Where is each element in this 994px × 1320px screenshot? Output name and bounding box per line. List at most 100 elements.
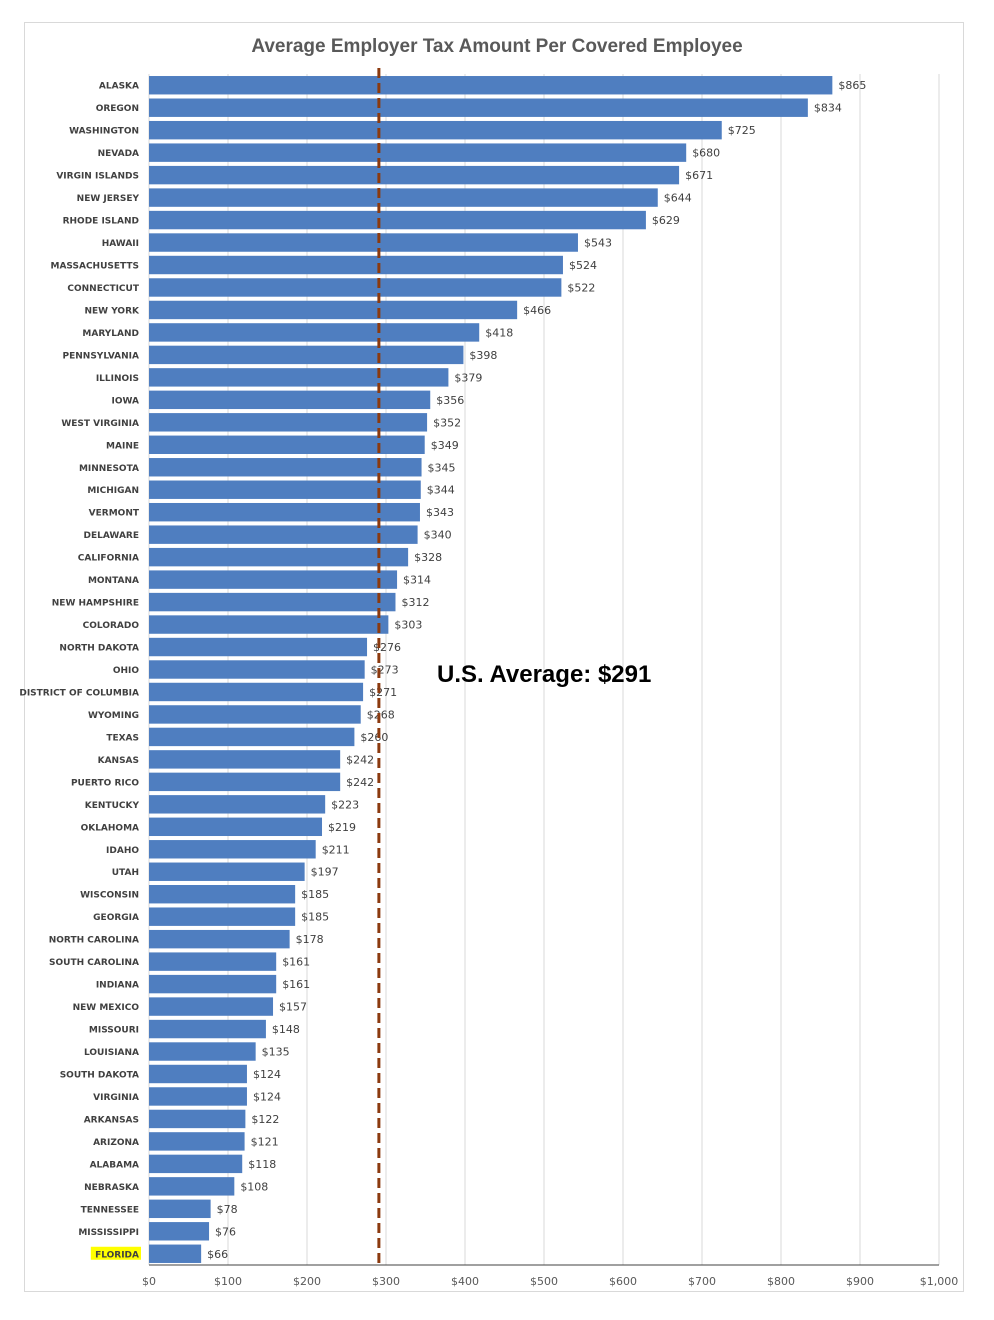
category-label: KANSAS	[98, 756, 139, 766]
data-label: $344	[427, 484, 455, 497]
bar	[149, 165, 680, 185]
bar	[149, 907, 296, 926]
category-label: CONNECTICUT	[67, 284, 139, 294]
x-tick-label: $500	[530, 1275, 558, 1288]
bar	[149, 637, 368, 657]
category-label: MARYLAND	[82, 329, 139, 339]
bar	[149, 952, 277, 971]
category-label: NEW JERSEY	[77, 194, 140, 204]
data-label: $273	[371, 664, 399, 677]
bar	[149, 840, 316, 859]
data-label: $418	[485, 326, 513, 339]
category-label: ARKANSAS	[84, 1115, 139, 1125]
bar	[149, 188, 658, 207]
label-highlight	[90, 1246, 141, 1260]
bar	[149, 817, 323, 837]
bar	[149, 885, 296, 904]
category-label: TEXAS	[106, 733, 139, 743]
category-label: MISSISSIPPI	[78, 1228, 139, 1238]
data-label: $466	[523, 304, 551, 317]
bar	[149, 390, 431, 410]
x-tick-label: $400	[451, 1275, 479, 1288]
bar	[149, 1019, 266, 1039]
category-label: HAWAII	[102, 239, 139, 249]
data-label: $356	[436, 394, 464, 407]
bar	[149, 1087, 247, 1106]
category-label: KENTUCKY	[85, 801, 140, 811]
data-label: $242	[346, 776, 374, 789]
data-label: $66	[207, 1248, 228, 1261]
bar	[149, 525, 418, 544]
data-label: $349	[431, 439, 459, 452]
data-label: $276	[373, 641, 401, 654]
bar	[149, 660, 365, 679]
data-label: $343	[426, 506, 454, 519]
x-tick-label: $1,000	[920, 1275, 959, 1288]
data-label: $345	[428, 461, 456, 474]
data-label: $271	[369, 686, 397, 699]
category-label: IOWA	[112, 396, 140, 406]
data-label: $124	[253, 1068, 281, 1081]
category-label: CALIFORNIA	[78, 554, 139, 564]
category-label: IDAHO	[106, 846, 139, 856]
data-label: $157	[279, 1001, 307, 1014]
data-label: $148	[272, 1023, 300, 1036]
category-label: NEW YORK	[85, 306, 141, 316]
bar	[149, 997, 274, 1016]
category-label: ALABAMA	[90, 1160, 139, 1170]
data-label: $629	[652, 214, 680, 227]
data-label: $268	[367, 708, 395, 721]
data-label: $644	[664, 192, 692, 205]
category-label: MINNESOTA	[79, 464, 139, 474]
data-label: $543	[584, 237, 612, 250]
data-label: $219	[328, 821, 356, 834]
data-label: $242	[346, 753, 374, 766]
category-label: VIRGINIA	[93, 1093, 139, 1103]
data-label: $135	[262, 1046, 290, 1059]
bar	[149, 1064, 247, 1084]
category-label: MICHIGAN	[87, 486, 139, 496]
category-label: COLORADO	[83, 621, 140, 631]
bar	[149, 1177, 235, 1196]
bar	[149, 120, 722, 140]
bar	[149, 233, 578, 252]
category-label: SOUTH DAKOTA	[60, 1070, 139, 1080]
data-label: $78	[217, 1203, 238, 1216]
x-tick-label: $300	[372, 1275, 400, 1288]
category-label: NORTH DAKOTA	[59, 644, 139, 654]
category-label: PUERTO RICO	[71, 778, 139, 788]
bar	[149, 368, 449, 387]
x-tick-label: $200	[293, 1275, 321, 1288]
data-label: $834	[814, 102, 842, 115]
bar	[149, 76, 833, 95]
bar	[149, 750, 341, 769]
bar	[149, 929, 290, 949]
bar	[149, 143, 687, 162]
data-label: $522	[567, 281, 595, 294]
category-label: OHIO	[113, 666, 140, 676]
bar	[149, 772, 341, 792]
category-label: MISSOURI	[89, 1026, 139, 1036]
bar	[149, 413, 428, 432]
data-label: $76	[215, 1225, 236, 1238]
data-label: $340	[424, 529, 452, 542]
bar	[149, 435, 425, 454]
bar	[149, 345, 464, 365]
bar	[149, 974, 277, 994]
category-label: NEW HAMPSHIRE	[52, 599, 139, 609]
bar	[149, 278, 562, 297]
bar	[149, 480, 421, 499]
data-label: $328	[414, 551, 442, 564]
x-tick-label: $100	[214, 1275, 242, 1288]
category-label: ILLINOIS	[96, 374, 139, 384]
data-label: $121	[251, 1135, 279, 1148]
bar	[149, 323, 480, 342]
bar	[149, 98, 808, 117]
bar	[149, 570, 398, 589]
data-label: $197	[311, 866, 339, 879]
bar	[149, 502, 420, 522]
data-label: $671	[685, 169, 713, 182]
category-label: WYOMING	[88, 711, 139, 721]
data-label: $185	[301, 888, 329, 901]
category-label: OKLAHOMA	[81, 823, 139, 833]
